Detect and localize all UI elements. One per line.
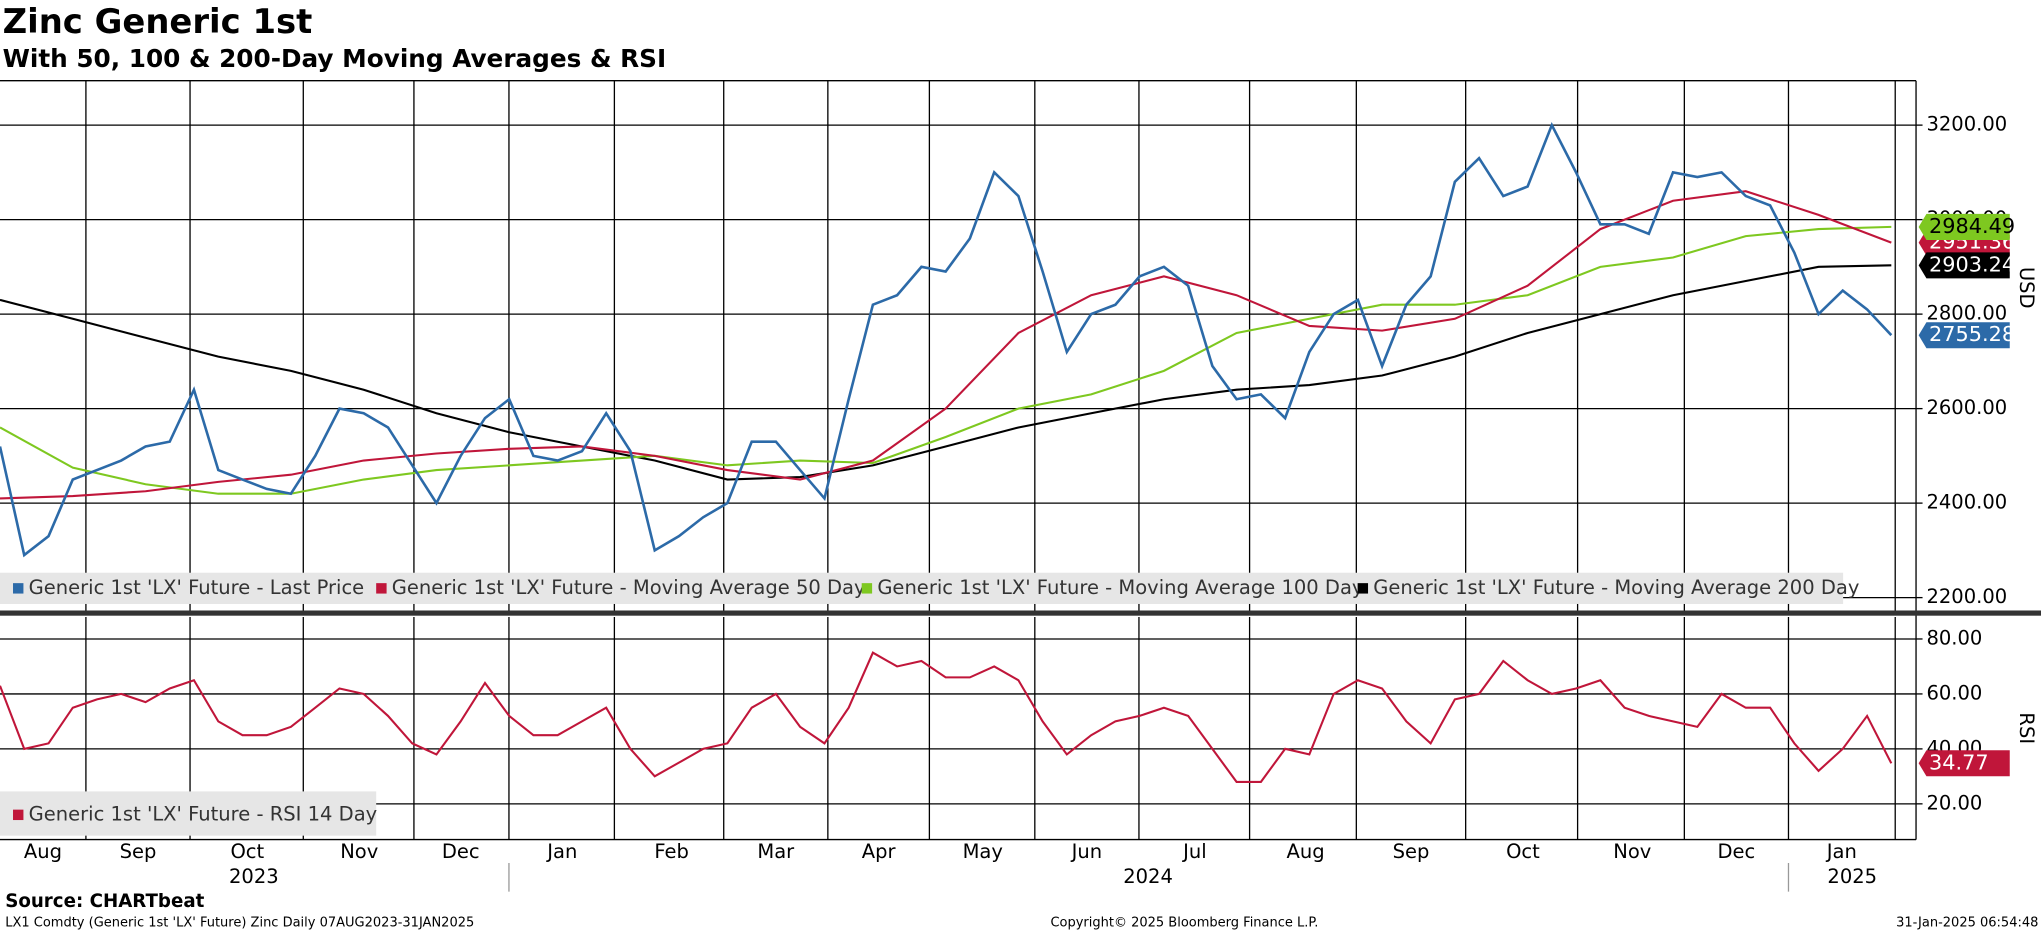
- legend-label: Generic 1st 'LX' Future - Last Price: [29, 576, 365, 599]
- source: Source: CHARTbeat: [5, 891, 204, 912]
- value-tag-label: 2903.24: [1929, 252, 2015, 276]
- series-line: [0, 190, 1892, 500]
- x-tick-label: May: [963, 840, 1003, 863]
- x-tick-label: Sep: [1393, 840, 1430, 863]
- footer-right: 31-Jan-2025 06:54:48: [1896, 915, 2038, 930]
- y-tick-label: 60.00: [1926, 681, 1982, 704]
- footer-left: LX1 Comdty (Generic 1st 'LX' Future) Zin…: [5, 915, 474, 930]
- legend-background: [0, 791, 377, 836]
- y-tick-label: 2400.00: [1926, 491, 2007, 514]
- chart-subtitle: With 50, 100 & 200-Day Moving Averages &…: [3, 44, 667, 73]
- value-tag-label: 2984.49: [1929, 214, 2015, 238]
- legend-label: Generic 1st 'LX' Future - Moving Average…: [877, 576, 1363, 599]
- value-tag: [1918, 252, 2010, 279]
- year-label: 2023: [229, 865, 279, 888]
- value-tag: [1918, 213, 2010, 240]
- value-tag-label: 2755.28: [1929, 322, 2015, 346]
- x-tick-label: Jul: [1181, 840, 1207, 863]
- year-label: 2025: [1827, 865, 1877, 888]
- legend-label: Generic 1st 'LX' Future - Moving Average…: [392, 576, 866, 599]
- x-tick-label: Jan: [545, 840, 577, 863]
- value-tag: [1918, 322, 2010, 349]
- x-tick-label: Apr: [862, 840, 897, 863]
- x-tick-label: Jun: [1070, 840, 1103, 863]
- legend-swatch: [13, 583, 24, 594]
- series-line: [0, 121, 1893, 558]
- x-tick-label: Jan: [1825, 840, 1857, 863]
- x-tick-label: Aug: [24, 840, 62, 863]
- y-axis-label: RSI: [2015, 712, 2038, 744]
- footer-center: Copyright© 2025 Bloomberg Finance L.P.: [1050, 915, 1318, 930]
- legend-swatch: [376, 583, 387, 594]
- y-tick-label: 20.00: [1926, 791, 1982, 814]
- legend-swatch: [13, 809, 24, 821]
- series-line: [0, 225, 1892, 495]
- y-tick-label: 3200.00: [1926, 113, 2007, 136]
- y-axis-label: USD: [2015, 267, 2038, 309]
- y-tick-label: 2600.00: [1926, 396, 2007, 419]
- value-tag: [1918, 750, 2010, 777]
- x-tick-label: Mar: [757, 840, 795, 863]
- value-tag-label: 34.77: [1929, 750, 1989, 774]
- series-line: [0, 651, 1893, 783]
- y-tick-label: 80.00: [1926, 626, 1982, 649]
- series-line: [0, 264, 1892, 481]
- y-tick-label: 2800.00: [1926, 302, 2007, 325]
- x-tick-label: Nov: [340, 840, 378, 863]
- x-tick-label: Dec: [442, 840, 480, 863]
- legend-label: Generic 1st 'LX' Future - Moving Average…: [1373, 576, 1859, 599]
- year-label: 2024: [1123, 865, 1173, 888]
- legend-swatch: [861, 583, 873, 594]
- legend-label: Generic 1st 'LX' Future - RSI 14 Day: [29, 802, 378, 825]
- x-tick-label: Feb: [654, 840, 689, 863]
- x-tick-label: Aug: [1287, 840, 1325, 863]
- x-tick-label: Nov: [1613, 840, 1651, 863]
- x-tick-label: Oct: [1506, 840, 1540, 863]
- x-tick-label: Oct: [230, 840, 264, 863]
- chart-title: Zinc Generic 1st: [3, 2, 313, 41]
- y-tick-label: 2200.00: [1926, 585, 2007, 608]
- x-tick-label: Dec: [1718, 840, 1756, 863]
- x-tick-label: Sep: [120, 840, 157, 863]
- panel-separator: [0, 610, 2041, 616]
- legend-background: [0, 572, 1844, 604]
- legend-swatch: [1357, 583, 1369, 594]
